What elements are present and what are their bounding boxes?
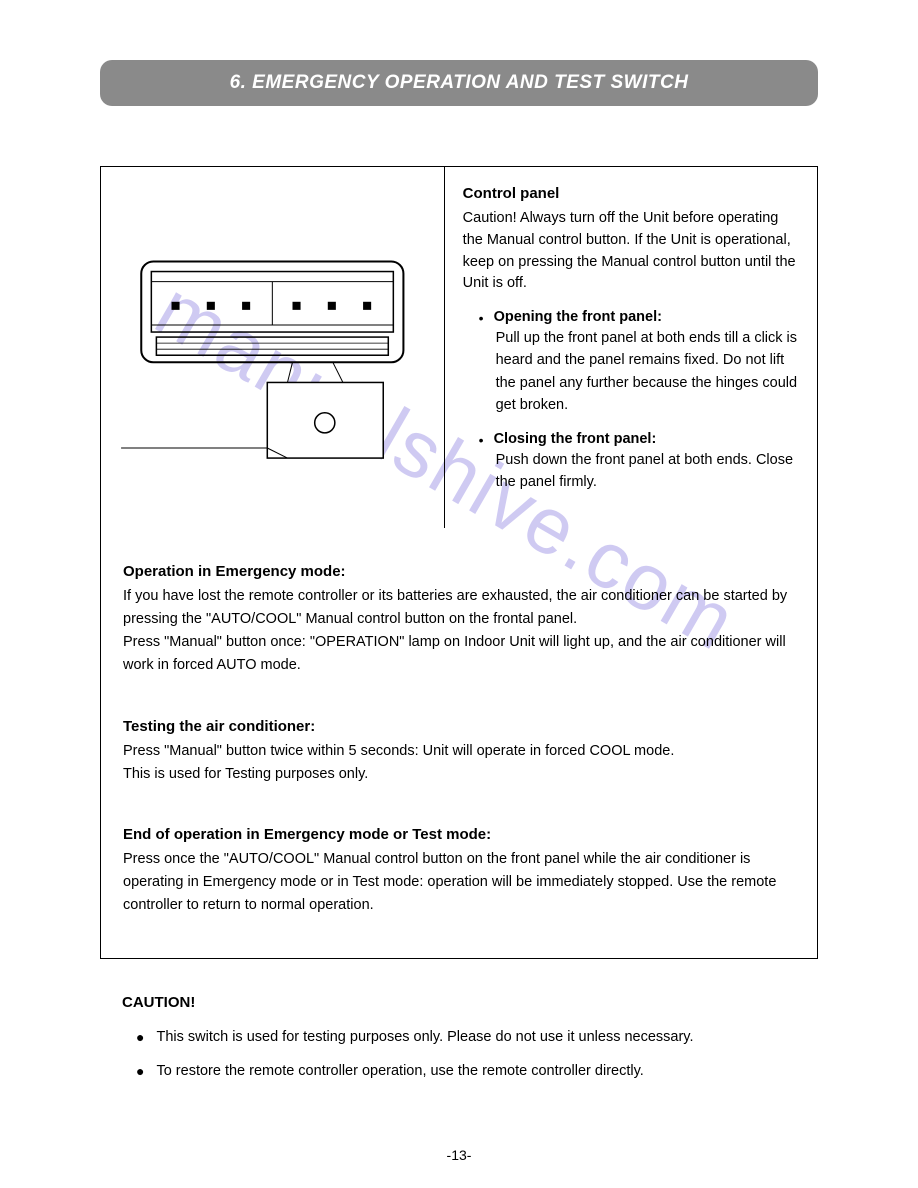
bullet-icon: • bbox=[479, 432, 484, 494]
emergency-text2: Press "Manual" button once: "OPERATION" … bbox=[123, 631, 795, 677]
page-number: -13- bbox=[447, 1147, 472, 1163]
control-panel-heading: Control panel bbox=[463, 185, 802, 202]
bullet-icon: ● bbox=[136, 1063, 144, 1079]
page-content: 6. EMERGENCY OPERATION AND TEST SWITCH bbox=[100, 60, 818, 1079]
bullet-content: Opening the front panel: Pull up the fro… bbox=[494, 309, 802, 417]
caution-item-2: ● To restore the remote controller opera… bbox=[122, 1063, 796, 1079]
closing-text: Push down the front panel at both ends. … bbox=[494, 449, 802, 494]
caution-item-1: ● This switch is used for testing purpos… bbox=[122, 1029, 796, 1045]
testing-section: Testing the air conditioner: Press "Manu… bbox=[123, 718, 795, 786]
testing-heading: Testing the air conditioner: bbox=[123, 718, 795, 735]
bullet-content: Closing the front panel: Push down the f… bbox=[494, 431, 802, 494]
end-operation-heading: End of operation in Emergency mode or Te… bbox=[123, 826, 795, 843]
bullet-icon: • bbox=[479, 310, 484, 417]
bullet-icon: ● bbox=[136, 1029, 144, 1045]
testing-text2: This is used for Testing purposes only. bbox=[123, 763, 795, 786]
control-panel-intro: Caution! Always turn off the Unit before… bbox=[463, 208, 802, 295]
opening-heading: Opening the front panel: bbox=[494, 309, 802, 325]
emergency-text1: If you have lost the remote controller o… bbox=[123, 585, 795, 631]
caution-title: CAUTION! bbox=[122, 994, 796, 1011]
diagram-cell bbox=[101, 167, 445, 528]
control-panel-cell: Control panel Caution! Always turn off t… bbox=[445, 167, 817, 528]
top-row: Control panel Caution! Always turn off t… bbox=[101, 167, 817, 528]
section-title: 6. EMERGENCY OPERATION AND TEST SWITCH bbox=[120, 72, 798, 94]
testing-text1: Press "Manual" button twice within 5 sec… bbox=[123, 740, 795, 763]
ac-unit-diagram bbox=[111, 206, 434, 488]
opening-text: Pull up the front panel at both ends til… bbox=[494, 327, 802, 417]
emergency-heading: Operation in Emergency mode: bbox=[123, 563, 795, 580]
main-content-box: Control panel Caution! Always turn off t… bbox=[100, 166, 818, 959]
closing-panel-item: • Closing the front panel: Push down the… bbox=[463, 431, 802, 494]
caution-text-1: This switch is used for testing purposes… bbox=[156, 1029, 693, 1045]
closing-heading: Closing the front panel: bbox=[494, 431, 802, 447]
section-header: 6. EMERGENCY OPERATION AND TEST SWITCH bbox=[100, 60, 818, 106]
emergency-section: Operation in Emergency mode: If you have… bbox=[123, 563, 795, 678]
caution-text-2: To restore the remote controller operati… bbox=[156, 1063, 643, 1079]
opening-panel-item: • Opening the front panel: Pull up the f… bbox=[463, 309, 802, 417]
end-operation-section: End of operation in Emergency mode or Te… bbox=[123, 826, 795, 918]
end-operation-text: Press once the "AUTO/COOL" Manual contro… bbox=[123, 848, 795, 918]
caution-section: CAUTION! ● This switch is used for testi… bbox=[100, 994, 818, 1079]
lower-section: Operation in Emergency mode: If you have… bbox=[101, 528, 817, 958]
